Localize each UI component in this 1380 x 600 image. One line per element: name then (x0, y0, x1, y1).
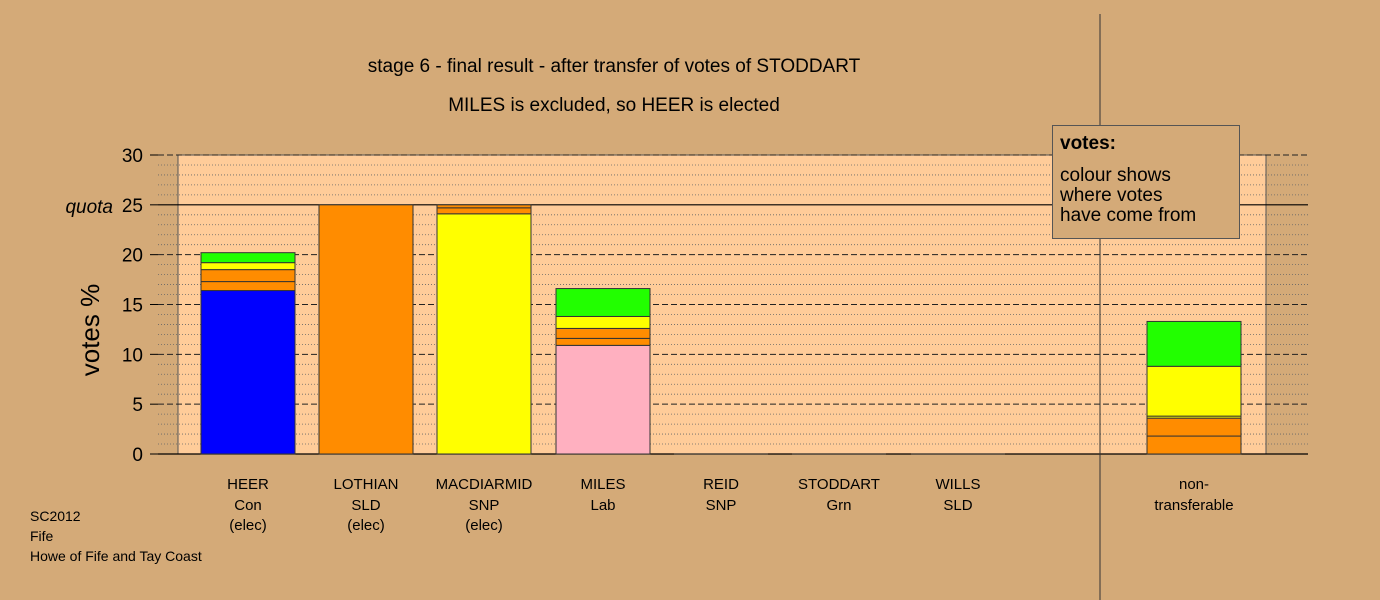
bar-segment (1146, 320, 1242, 367)
category-label-party: transferable (1154, 497, 1233, 514)
bar-segment (555, 315, 651, 329)
bar-segment (200, 290, 296, 455)
footer-ward: Howe of Fife and Tay Coast (30, 548, 202, 564)
bar-segment (436, 207, 532, 215)
legend-line: where votes (1060, 185, 1163, 206)
category-label-status: (elec) (465, 517, 503, 534)
category-label-name: STODDART (798, 476, 880, 493)
y-tick-label: 0 (132, 445, 143, 466)
bar-segment (1146, 417, 1242, 437)
bar-segment (200, 281, 296, 292)
bar-segment (436, 213, 532, 455)
footer-caption: SC2012 Fife Howe of Fife and Tay Coast (30, 506, 202, 566)
bar-segment (200, 269, 296, 283)
bar-segment (555, 344, 651, 455)
category-label-name: HEER (227, 476, 269, 493)
bar-segment (200, 252, 296, 264)
category-label-party: Con (234, 497, 262, 514)
y-axis-label: votes % (75, 284, 105, 377)
y-tick-label: 15 (122, 296, 143, 317)
bar-segment (200, 262, 296, 271)
legend-line: colour shows (1060, 165, 1171, 186)
category-label-status: (elec) (347, 517, 385, 534)
bar-segment (436, 204, 532, 209)
chart-subtitle: MILES is excluded, so HEER is elected (448, 95, 780, 116)
legend-title: votes: (1060, 133, 1116, 154)
category-label-name: REID (703, 476, 739, 493)
bar-segment (555, 337, 651, 346)
category-label-party: Grn (826, 497, 851, 514)
y-tick-label: 5 (132, 395, 143, 416)
y-tick-label: 20 (122, 246, 143, 267)
category-label-party: SLD (943, 497, 972, 514)
chart-title: stage 6 - final result - after transfer … (368, 56, 861, 77)
category-label-status: (elec) (229, 517, 267, 534)
category-label-name: MACDIARMID (436, 476, 533, 493)
y-tick-label: 25 (122, 196, 143, 217)
y-tick-label: 30 (122, 146, 143, 167)
y-tick-label: 10 (122, 345, 143, 366)
footer-election: SC2012 (30, 508, 81, 524)
bar-segment (318, 204, 414, 455)
bar-segment (1146, 435, 1242, 455)
legend: votes: colour shows where votes have com… (1052, 125, 1240, 239)
category-label-name: LOTHIAN (333, 476, 398, 493)
quota-label: quota (65, 197, 113, 218)
category-label-name: non- (1179, 476, 1209, 493)
category-label-party: SLD (351, 497, 380, 514)
footer-council: Fife (30, 528, 54, 544)
bar-segment (555, 288, 651, 317)
category-label-party: SNP (706, 497, 737, 514)
legend-line: have come from (1060, 205, 1197, 226)
category-label-name: WILLS (935, 476, 980, 493)
category-label-party: Lab (590, 497, 615, 514)
bar-segment (1146, 365, 1242, 417)
category-label-name: MILES (580, 476, 625, 493)
bar-segment (555, 327, 651, 339)
category-label-party: SNP (469, 497, 500, 514)
